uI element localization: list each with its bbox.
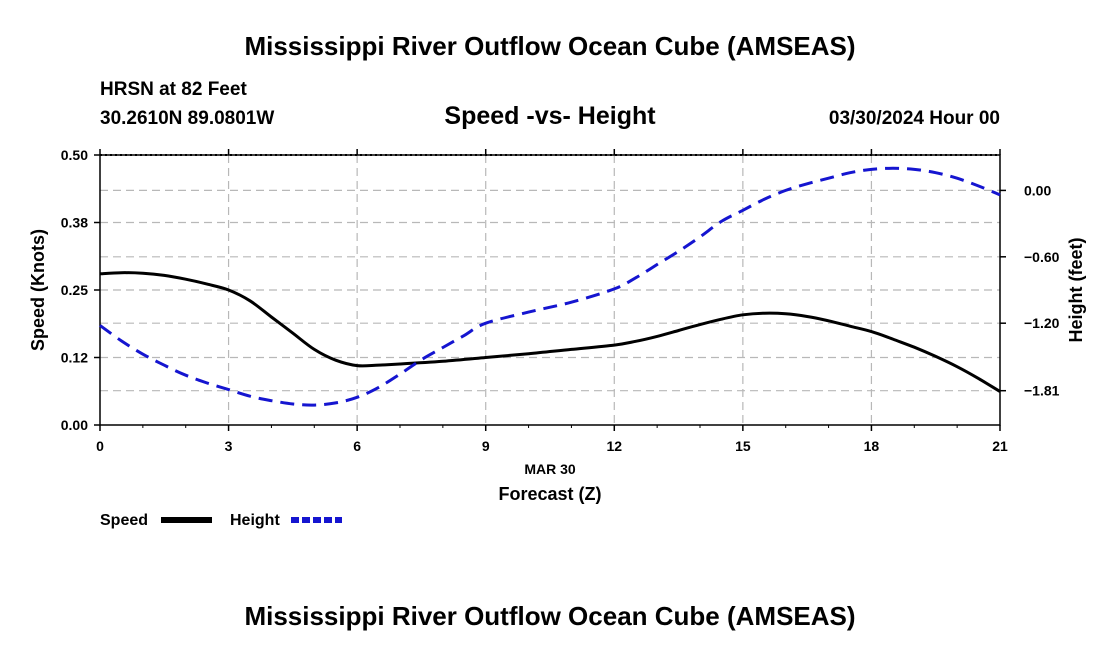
station-coordinates: 30.2610N 89.0801W bbox=[100, 108, 274, 129]
y-left-tick-label: 0.12 bbox=[61, 350, 88, 366]
station-name: HRSN at 82 Feet bbox=[100, 79, 247, 100]
y-right-tick-label: 0.00 bbox=[1024, 182, 1051, 198]
chart-header-title: Mississippi River Outflow Ocean Cube (AM… bbox=[244, 31, 855, 61]
x-axis-label: Forecast (Z) bbox=[498, 484, 601, 504]
footer-title: Mississippi River Outflow Ocean Cube (AM… bbox=[244, 601, 855, 631]
grid-lines bbox=[100, 155, 1000, 425]
y-left-tick-label: 0.50 bbox=[61, 147, 88, 163]
series-layer bbox=[99, 166, 1001, 407]
y-right-tick-label: −0.60 bbox=[1024, 249, 1060, 265]
x-tick-label: 3 bbox=[225, 438, 233, 454]
x-tick-label: 12 bbox=[606, 438, 622, 454]
speed-series-line bbox=[99, 271, 1001, 393]
x-tick-label: 18 bbox=[864, 438, 880, 454]
axis-ticks: 0 3 6 9 12 15 18 21 0.00 0.12 0.25 0.38 0.50 0.00 −0.6… bbox=[61, 147, 1060, 454]
legend: Speed Height bbox=[100, 512, 342, 529]
height-series-line bbox=[99, 166, 1001, 407]
y-axis-left-label: Speed (Knots) bbox=[28, 229, 48, 351]
legend-speed-label: Speed bbox=[100, 512, 148, 529]
x-tick-label: 0 bbox=[96, 438, 104, 454]
x-tick-label: 21 bbox=[992, 438, 1008, 454]
y-left-tick-label: 0.25 bbox=[61, 282, 88, 298]
x-tick-label: 9 bbox=[482, 438, 490, 454]
y-axis-right-label: Height (feet) bbox=[1066, 238, 1086, 343]
y-left-tick-label: 0.38 bbox=[61, 215, 88, 231]
x-tick-label: 15 bbox=[735, 438, 751, 454]
y-right-tick-label: −1.81 bbox=[1024, 383, 1060, 399]
y-left-tick-label: 0.00 bbox=[61, 417, 88, 433]
y-right-tick-label: −1.20 bbox=[1024, 315, 1060, 331]
x-axis-date-label: MAR 30 bbox=[524, 461, 576, 477]
x-tick-label: 6 bbox=[353, 438, 361, 454]
chart-title: Speed -vs- Height bbox=[444, 102, 656, 130]
legend-height-label: Height bbox=[230, 512, 280, 529]
forecast-timestamp: 03/30/2024 Hour 00 bbox=[829, 108, 1000, 129]
